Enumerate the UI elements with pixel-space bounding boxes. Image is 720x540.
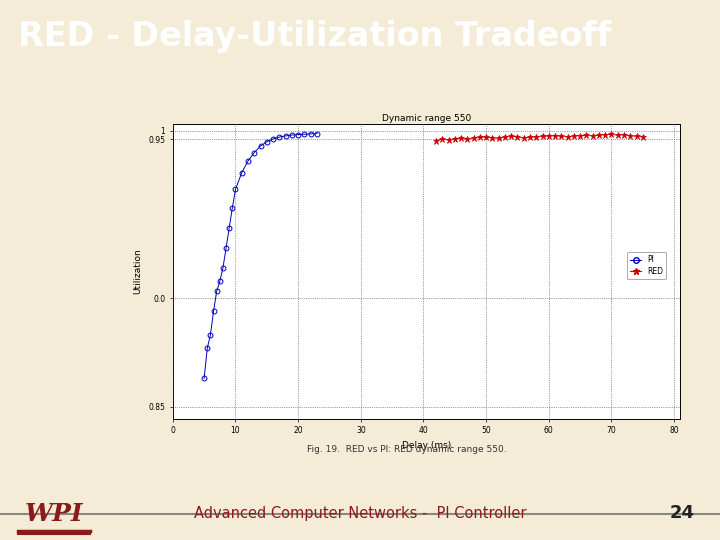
Y-axis label: Utilization: Utilization (134, 248, 143, 294)
Text: Fig. 19.  RED vs PI: RED dynamic range 550.: Fig. 19. RED vs PI: RED dynamic range 55… (307, 444, 507, 454)
Text: WPI: WPI (24, 502, 84, 526)
Text: Advanced Computer Networks -  PI Controller: Advanced Computer Networks - PI Controll… (194, 506, 526, 521)
Title: Dynamic range 550: Dynamic range 550 (382, 114, 471, 124)
X-axis label: Delay (ms): Delay (ms) (402, 441, 451, 450)
Text: RED - Delay-Utilization Tradeoff: RED - Delay-Utilization Tradeoff (18, 20, 611, 53)
Legend: PI, RED: PI, RED (626, 252, 667, 279)
Text: 24: 24 (670, 504, 695, 522)
